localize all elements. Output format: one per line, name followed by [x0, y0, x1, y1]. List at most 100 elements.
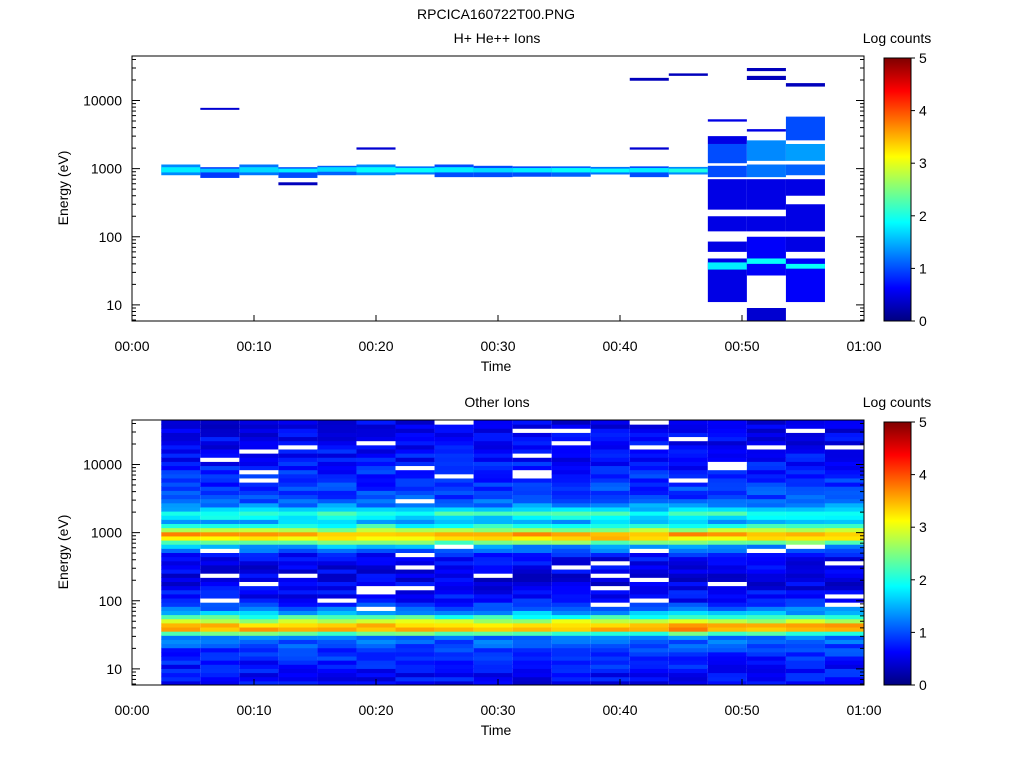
- heatmap-cell: [629, 676, 669, 682]
- heatmap-cell: [200, 515, 240, 520]
- heatmap-cell: [161, 494, 201, 500]
- heatmap-cell: [434, 420, 474, 425]
- heatmap-cell: [785, 618, 825, 624]
- heatmap-cell: [473, 432, 513, 438]
- heatmap-cell: [278, 680, 318, 686]
- heatmap-cell: [395, 593, 435, 599]
- heatmap-cell: [824, 482, 864, 487]
- heatmap-cell: [434, 614, 474, 620]
- heatmap-cell: [278, 544, 318, 549]
- heatmap-cell: [668, 498, 708, 504]
- heatmap-cell: [785, 647, 825, 653]
- heatmap-cell: [512, 552, 552, 558]
- heatmap-cell: [395, 651, 435, 657]
- heatmap-cell: [746, 457, 786, 462]
- heatmap-cell: [785, 515, 825, 520]
- heatmap-cell: [629, 602, 669, 607]
- heatmap-cell: [629, 593, 669, 599]
- heatmap-cell: [395, 440, 435, 446]
- heatmap-cell: [473, 428, 513, 433]
- heatmap-cell: [161, 569, 201, 574]
- heatmap-cell: [200, 602, 240, 607]
- heatmap-cell: [395, 631, 435, 636]
- heatmap-cell: [200, 457, 240, 462]
- heatmap-cell: [473, 420, 513, 425]
- heatmap-cell: [746, 75, 786, 80]
- heatmap-cell: [551, 440, 591, 446]
- heatmap-cell: [668, 581, 708, 587]
- heatmap-cell: [512, 461, 552, 467]
- heatmap-cell: [668, 564, 708, 570]
- heatmap-cell: [551, 614, 591, 620]
- heatmap-cell: [161, 465, 201, 471]
- heatmap-cell: [629, 461, 669, 467]
- heatmap-cell: [278, 548, 318, 553]
- heatmap-cell: [356, 627, 396, 632]
- heatmap-cell: [629, 457, 669, 462]
- heatmap-cell: [746, 140, 786, 161]
- heatmap-cell: [590, 676, 630, 682]
- heatmap-cell: [278, 664, 318, 669]
- heatmap-cell: [239, 622, 279, 628]
- heatmap-cell: [200, 581, 240, 587]
- heatmap-cell: [473, 651, 513, 657]
- heatmap-cell: [746, 618, 786, 624]
- heatmap-cell: [629, 77, 669, 81]
- heatmap-cell: [200, 494, 240, 500]
- heatmap-cell: [278, 461, 318, 467]
- heatmap-cell: [356, 672, 396, 678]
- heatmap-cell: [317, 482, 357, 487]
- heatmap-cell: [824, 552, 864, 558]
- heatmap-cell: [278, 535, 318, 541]
- heatmap-cell: [317, 498, 357, 504]
- heatmap-cell: [668, 168, 708, 173]
- heatmap-cell: [161, 627, 201, 632]
- heatmap-cell: [161, 531, 201, 537]
- heatmap-cell: [317, 598, 357, 603]
- heatmap-cell: [785, 556, 825, 562]
- heatmap-cell: [785, 436, 825, 442]
- heatmap-cell: [473, 436, 513, 442]
- heatmap-cell: [434, 668, 474, 674]
- heatmap-cell: [590, 457, 630, 462]
- heatmap-cell: [785, 143, 825, 161]
- heatmap-cell: [629, 627, 669, 632]
- heatmap-cell: [395, 168, 435, 173]
- heatmap-cell: [746, 498, 786, 504]
- heatmap-cell: [278, 511, 318, 516]
- heatmap-cell: [785, 263, 825, 269]
- heatmap-cell: [161, 564, 201, 570]
- heatmap-cell: [785, 465, 825, 471]
- heatmap-cell: [200, 664, 240, 669]
- heatmap-cell: [200, 544, 240, 549]
- heatmap-cell: [473, 639, 513, 645]
- heatmap-cell: [746, 622, 786, 628]
- heatmap-cell: [668, 606, 708, 611]
- heatmap-cell: [668, 577, 708, 582]
- heatmap-cell: [707, 635, 747, 640]
- heatmap-cell: [200, 548, 240, 553]
- heatmap-cell: [551, 506, 591, 512]
- heatmap-cell: [473, 598, 513, 603]
- heatmap-cell: [200, 647, 240, 653]
- heatmap-cell: [551, 469, 591, 475]
- heatmap-cell: [629, 569, 669, 574]
- heatmap-cell: [707, 585, 747, 591]
- heatmap-cell: [239, 515, 279, 520]
- heatmap-cell: [824, 428, 864, 433]
- heatmap-cell: [473, 668, 513, 674]
- heatmap-cell: [785, 453, 825, 458]
- figure-title: RPCICA160722T00.PNG: [417, 6, 575, 22]
- x-axis-label: Time: [481, 722, 512, 738]
- heatmap-cell: [395, 515, 435, 520]
- heatmap-cell: [161, 631, 201, 636]
- heatmap-cell: [668, 448, 708, 454]
- heatmap-cell: [278, 436, 318, 442]
- heatmap-cell: [629, 531, 669, 537]
- heatmap-cell: [512, 486, 552, 491]
- heatmap-cell: [551, 531, 591, 537]
- heatmap-cell: [200, 577, 240, 582]
- heatmap-cell: [629, 453, 669, 458]
- heatmap-cell: [239, 494, 279, 500]
- heatmap-cell: [395, 469, 435, 475]
